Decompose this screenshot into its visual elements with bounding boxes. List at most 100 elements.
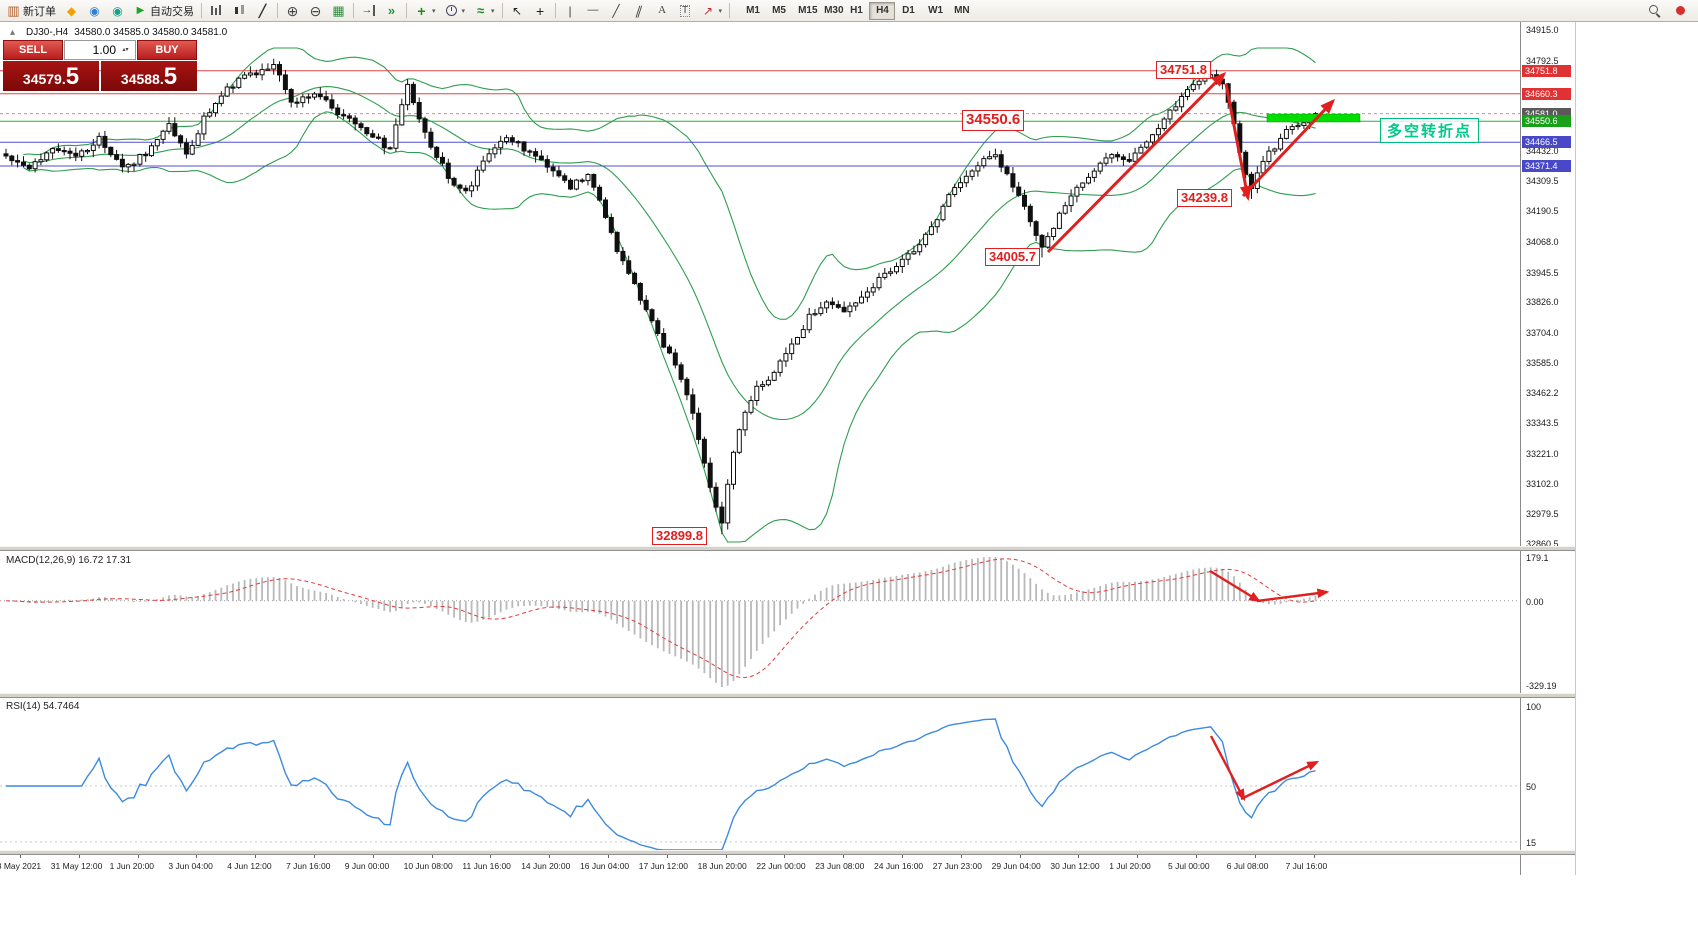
text-label-button[interactable] bbox=[674, 1, 697, 20]
buy-price-big-digit: 5 bbox=[163, 63, 178, 90]
arrow-objects-icon bbox=[701, 3, 716, 18]
time-label: 27 Jun 23:00 bbox=[932, 861, 982, 871]
timeframe-d1-button[interactable]: D1 bbox=[895, 2, 921, 20]
zoom-out-button[interactable] bbox=[304, 1, 327, 20]
time-tick bbox=[255, 855, 257, 858]
cursor-icon bbox=[510, 3, 525, 18]
rsi-timeaxis-splitter[interactable] bbox=[0, 850, 1575, 855]
text-button[interactable] bbox=[651, 1, 674, 20]
timeframe-toolbar: M1 M5 M15 M30 H1 H4 D1 W1 MN bbox=[739, 1, 973, 20]
buy-button[interactable]: BUY bbox=[137, 40, 197, 60]
time-tick bbox=[20, 855, 21, 858]
periods-button[interactable]: ▾ bbox=[440, 1, 470, 20]
vertical-line-button[interactable] bbox=[559, 1, 582, 20]
trendline-button[interactable] bbox=[605, 1, 628, 20]
macd-panel-canvas[interactable] bbox=[0, 551, 1520, 695]
volume-value: 1.00 bbox=[92, 43, 116, 57]
price-tick: 34190.5 bbox=[1526, 206, 1559, 217]
time-tick bbox=[843, 855, 845, 858]
profile-button[interactable] bbox=[83, 1, 106, 20]
price-annotation-label[interactable]: 34239.8 bbox=[1177, 189, 1232, 208]
cursor-button[interactable] bbox=[506, 1, 529, 20]
time-tick bbox=[1137, 855, 1139, 858]
price-tick: 34792.5 bbox=[1526, 55, 1559, 66]
arrows-button[interactable]: ▾ bbox=[697, 1, 727, 20]
volume-spinner-icon[interactable] bbox=[118, 43, 133, 58]
indicator-scale-label: 179.1 bbox=[1526, 553, 1549, 563]
price-tick: 33585.0 bbox=[1526, 357, 1559, 368]
price-tick: 33221.0 bbox=[1526, 448, 1559, 459]
text-t-icon bbox=[678, 3, 693, 18]
indicators-button[interactable]: ▾ bbox=[469, 1, 499, 20]
line-chart-mode-button[interactable] bbox=[251, 1, 274, 20]
collapse-panel-icon[interactable] bbox=[5, 25, 20, 40]
rsi-panel-canvas[interactable] bbox=[0, 698, 1520, 852]
time-label: 28 May 2021 bbox=[0, 861, 42, 871]
time-tick bbox=[314, 855, 315, 858]
trend-icon bbox=[609, 3, 624, 18]
chart-shift-button[interactable] bbox=[357, 1, 380, 20]
time-tick bbox=[725, 855, 727, 858]
timeframe-h1-button[interactable]: H1 bbox=[843, 2, 869, 20]
auto-scroll-button[interactable] bbox=[380, 1, 403, 20]
time-tick bbox=[608, 855, 609, 858]
price-scale[interactable]: 34915.0 34792.5 34432.0 34309.5 34190.5 34068… bbox=[1520, 22, 1576, 875]
time-tick bbox=[78, 855, 80, 858]
timeframe-w1-button[interactable]: W1 bbox=[921, 2, 947, 20]
vline-icon bbox=[563, 3, 578, 18]
price-annotation-label[interactable]: 34550.6 bbox=[962, 110, 1025, 131]
timeframe-m5-button[interactable]: M5 bbox=[765, 2, 791, 20]
crosshair-button[interactable] bbox=[529, 1, 552, 20]
timeframe-h4-button[interactable]: H4 bbox=[869, 1, 896, 20]
macd-rsi-splitter[interactable] bbox=[0, 693, 1575, 698]
new-chart-button[interactable]: ▾ bbox=[410, 1, 440, 20]
timeframe-m30-button[interactable]: M30 bbox=[817, 2, 843, 20]
buy-price[interactable]: 34588. 5 bbox=[101, 61, 197, 91]
tile-windows-button[interactable] bbox=[327, 1, 350, 20]
time-label: 10 Jun 08:00 bbox=[403, 861, 453, 871]
time-tick bbox=[431, 855, 433, 858]
price-tag: 34371.4 bbox=[1522, 159, 1571, 172]
price-annotation-label[interactable]: 34751.8 bbox=[1156, 61, 1211, 80]
timeframe-mn-button[interactable]: MN bbox=[947, 2, 973, 20]
channel-button[interactable] bbox=[628, 1, 651, 20]
auto-trading-button[interactable]: 自动交易 bbox=[129, 1, 198, 20]
new-order-icon bbox=[6, 3, 21, 18]
zoom-in-button[interactable] bbox=[281, 1, 304, 20]
dropdown-caret-icon: ▾ bbox=[718, 7, 723, 15]
time-scale[interactable]: 28 May 2021 31 May 12:00 1 Jun 20:00 3 Jun … bbox=[0, 855, 1520, 875]
market-button[interactable] bbox=[106, 1, 129, 20]
sell-price-main: 34579. bbox=[22, 71, 66, 87]
time-label: 23 Jun 08:00 bbox=[815, 861, 865, 871]
search-button[interactable] bbox=[1643, 1, 1666, 20]
horizontal-line-button[interactable] bbox=[582, 1, 605, 20]
time-label: 30 Jun 12:00 bbox=[1050, 861, 1100, 871]
new-order-button[interactable]: 新订单 bbox=[2, 1, 60, 20]
sell-button[interactable]: SELL bbox=[3, 40, 63, 60]
toolbar-button-label: 自动交易 bbox=[150, 5, 194, 18]
sell-price-big-digit: 5 bbox=[65, 63, 80, 90]
time-tick bbox=[666, 855, 668, 858]
alerts-button[interactable] bbox=[1669, 1, 1692, 20]
candle-chart-mode-button[interactable] bbox=[228, 1, 251, 20]
price-chart-canvas[interactable] bbox=[0, 22, 1520, 548]
time-label: 7 Jul 16:00 bbox=[1285, 861, 1328, 871]
turning-point-label[interactable]: 多空转折点 bbox=[1380, 118, 1480, 143]
play-icon bbox=[133, 3, 148, 18]
sell-price[interactable]: 34579. 5 bbox=[3, 61, 99, 91]
time-label: 3 Jun 04:00 bbox=[168, 861, 213, 871]
macd-label: MACD(12,26,9) 16.72 17.31 bbox=[6, 555, 132, 566]
price-annotation-label[interactable]: 32899.8 bbox=[652, 527, 707, 546]
price-annotation-label[interactable]: 34005.7 bbox=[985, 248, 1040, 267]
chart-macd-splitter[interactable] bbox=[0, 546, 1575, 551]
mql-community-button[interactable] bbox=[60, 1, 83, 20]
toolbar-separator bbox=[406, 3, 407, 18]
shift-icon bbox=[361, 3, 376, 18]
diamond-icon bbox=[64, 3, 79, 18]
volume-stepper[interactable]: 1.00 bbox=[64, 40, 136, 60]
time-tick bbox=[960, 855, 962, 858]
timeframe-m15-button[interactable]: M15 bbox=[791, 2, 817, 20]
time-tick bbox=[1196, 855, 1197, 858]
bar-chart-mode-button[interactable] bbox=[205, 1, 228, 20]
timeframe-m1-button[interactable]: M1 bbox=[739, 2, 765, 20]
